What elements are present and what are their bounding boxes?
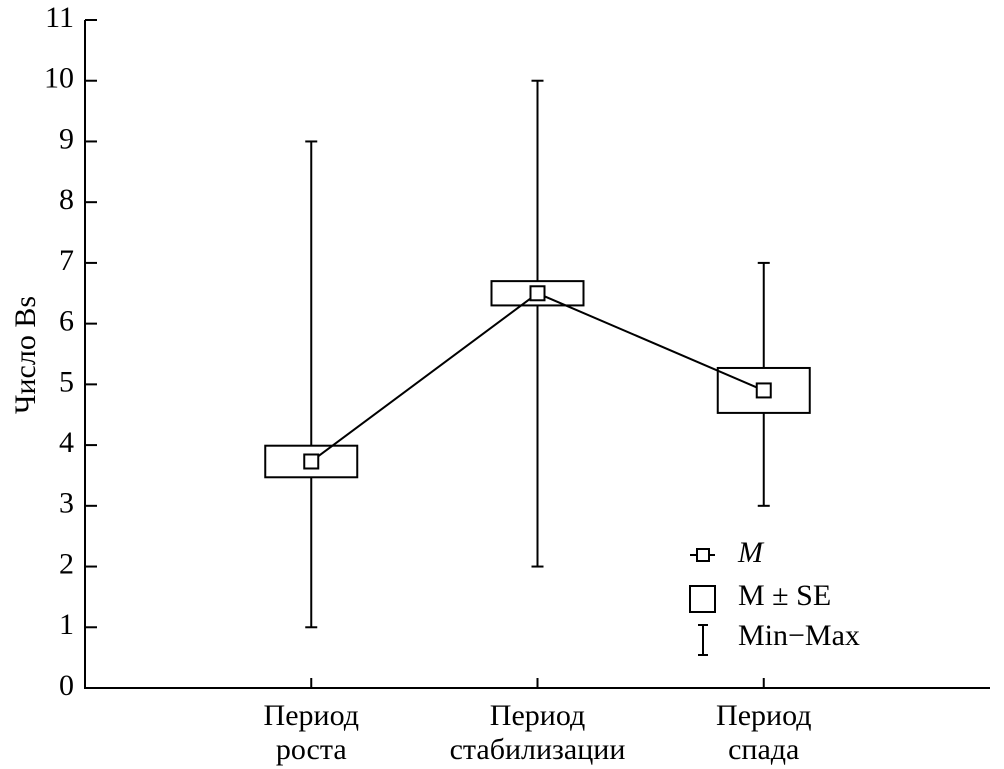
y-tick-label: 6 — [59, 305, 74, 338]
x-tick-label: Период — [490, 699, 585, 732]
x-tick-label: роста — [276, 733, 347, 766]
x-tick-label: спада — [728, 733, 799, 766]
x-tick-label: стабилизации — [450, 733, 626, 766]
mean-marker — [529, 285, 546, 302]
y-axis-label: Число Bs — [9, 296, 42, 414]
y-tick-label: 2 — [59, 547, 74, 580]
y-tick-label: 5 — [59, 365, 74, 398]
legend-label: M — [737, 536, 765, 569]
legend-se-box — [689, 585, 716, 613]
mean-marker — [303, 453, 320, 470]
legend-label: Min−Max — [738, 619, 860, 652]
y-tick-label: 4 — [59, 426, 74, 459]
y-tick-label: 9 — [59, 122, 74, 155]
legend-mean-marker — [696, 548, 710, 562]
legend: M M ± SE Min−Max — [689, 536, 860, 656]
se-box — [490, 280, 585, 307]
y-tick-label: 8 — [59, 183, 74, 216]
y-tick-label: 3 — [59, 487, 74, 520]
y-tick-label: 10 — [44, 62, 74, 95]
mean-marker — [755, 382, 772, 399]
y-tick-label: 1 — [59, 608, 74, 641]
y-tick-label: 0 — [59, 669, 74, 702]
x-tick-label: Период — [264, 699, 359, 732]
y-tick-label: 11 — [45, 1, 74, 34]
y-tick-label: 7 — [59, 244, 74, 277]
x-tick-label: Период — [716, 699, 811, 732]
legend-label: M ± SE — [738, 579, 831, 612]
